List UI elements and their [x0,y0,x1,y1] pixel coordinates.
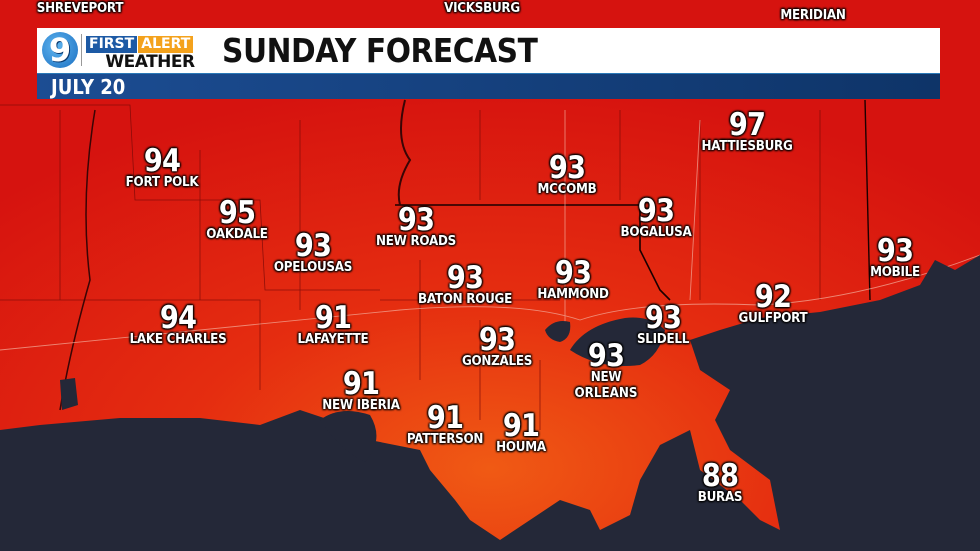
city-forecast: 91 PATTERSON [404,400,487,447]
date-bar: JULY 20 [37,73,940,99]
highways [0,110,980,351]
lake-pontchartrain [570,317,665,366]
city-name: NEW IBERIA [322,398,400,413]
vermilion-bay [320,411,377,462]
city-forecast: 91 HOUMA [494,408,548,455]
city-name: GULFPORT [738,311,808,326]
city-name: HATTIESBURG [701,139,793,154]
city-name: MCCOMB [537,182,597,197]
city-forecast: 94 LAKE CHARLES [125,300,230,347]
forecast-header: 9 FIRST ALERT WEATHER SUNDAY FORECAST JU… [37,28,940,99]
sabine-river [59,109,96,411]
city-meridian-partial: MERIDIAN [780,8,846,23]
county-lines [0,104,821,430]
temperature: 94 [143,143,181,179]
city-name: NEW [590,370,622,385]
temperature: 91 [426,400,464,436]
temperature: 92 [754,279,792,315]
page-title: SUNDAY FORECAST [222,31,538,70]
city-forecast: 93 HAMMOND [534,255,611,302]
temperature: 91 [342,366,380,402]
city-name: HOUMA [496,440,546,455]
temperature: 91 [502,408,540,444]
temperature: 93 [587,338,625,374]
city-forecast: 93 OPELOUSAS [271,228,356,275]
temperature: 91 [314,300,352,336]
city-name: LAFAYETTE [297,332,369,347]
city-name-line2: ORLEANS [574,386,638,401]
temperature: 93 [294,228,332,264]
city-forecast: 92 GULFPORT [736,279,811,326]
city-forecast: 91 NEW IBERIA [319,366,403,413]
temperature: 88 [701,458,739,494]
brand-alert: ALERT [138,36,194,53]
city-vicksburg-partial: VICKSBURG [444,1,520,16]
city-forecast: 88 BURAS [696,458,744,505]
gulf-of-mexico [0,255,980,551]
first-alert-weather-logo: FIRST ALERT WEATHER [86,33,214,71]
city-forecast: 93 MCCOMB [535,150,599,197]
city-forecast: 93 SLIDELL [635,300,692,347]
state-line-ms-al [864,99,871,301]
city-forecast: 93 MOBILE [868,233,922,280]
temperature: 93 [637,193,675,229]
calcasieu-lake [60,378,78,410]
city-forecast: 93 GONZALES [459,322,535,369]
state-line-la-ms [395,204,671,301]
city-forecast: 93 BATON ROUGE [414,260,516,307]
city-name: OAKDALE [206,227,268,242]
brand-weather: WEATHER [105,52,195,72]
city-forecast: 95 OAKDALE [204,195,271,242]
city-name: OPELOUSAS [273,260,353,275]
temperature: 93 [876,233,914,269]
city-forecast: 94 FORT POLK [123,143,202,190]
city-name: BATON ROUGE [418,292,512,307]
logo-divider [81,34,82,66]
forecast-date: JULY 20 [51,75,126,99]
temperature: 94 [159,300,197,336]
city-name: SLIDELL [636,332,690,347]
city-name: HAMMOND [537,287,609,302]
temperature: 93 [478,322,516,358]
city-name: GONZALES [461,354,533,369]
station-9-logo: 9 [42,32,78,68]
city-name: NEW ROADS [376,234,456,249]
city-name: FORT POLK [125,175,199,190]
temperature: 93 [397,202,435,238]
temperature: 93 [446,260,484,296]
city-forecast: 97 HATTIESBURG [698,107,797,154]
temperature: 95 [218,195,256,231]
city-name: MOBILE [870,265,920,280]
city-name: BURAS [697,490,743,505]
brand-first: FIRST [86,36,138,53]
temperature: 97 [728,107,766,143]
title-bar: 9 FIRST ALERT WEATHER SUNDAY FORECAST [37,28,940,73]
temperature: 93 [548,150,586,186]
city-forecast: 91 LAFAYETTE [294,300,371,347]
city-forecast: 93 NEW ORLEANS [572,338,641,401]
temperature: 93 [644,300,682,336]
mississippi-river [397,99,412,206]
lake-maurepas [545,321,571,342]
city-shreveport-partial: SHREVEPORT [36,1,124,16]
city-name: LAKE CHARLES [129,332,227,347]
temperature: 93 [554,255,592,291]
city-forecast: 93 NEW ROADS [373,202,460,249]
city-name: PATTERSON [406,432,484,447]
city-forecast: 93 BOGALUSA [617,193,694,240]
city-name: BOGALUSA [620,225,692,240]
